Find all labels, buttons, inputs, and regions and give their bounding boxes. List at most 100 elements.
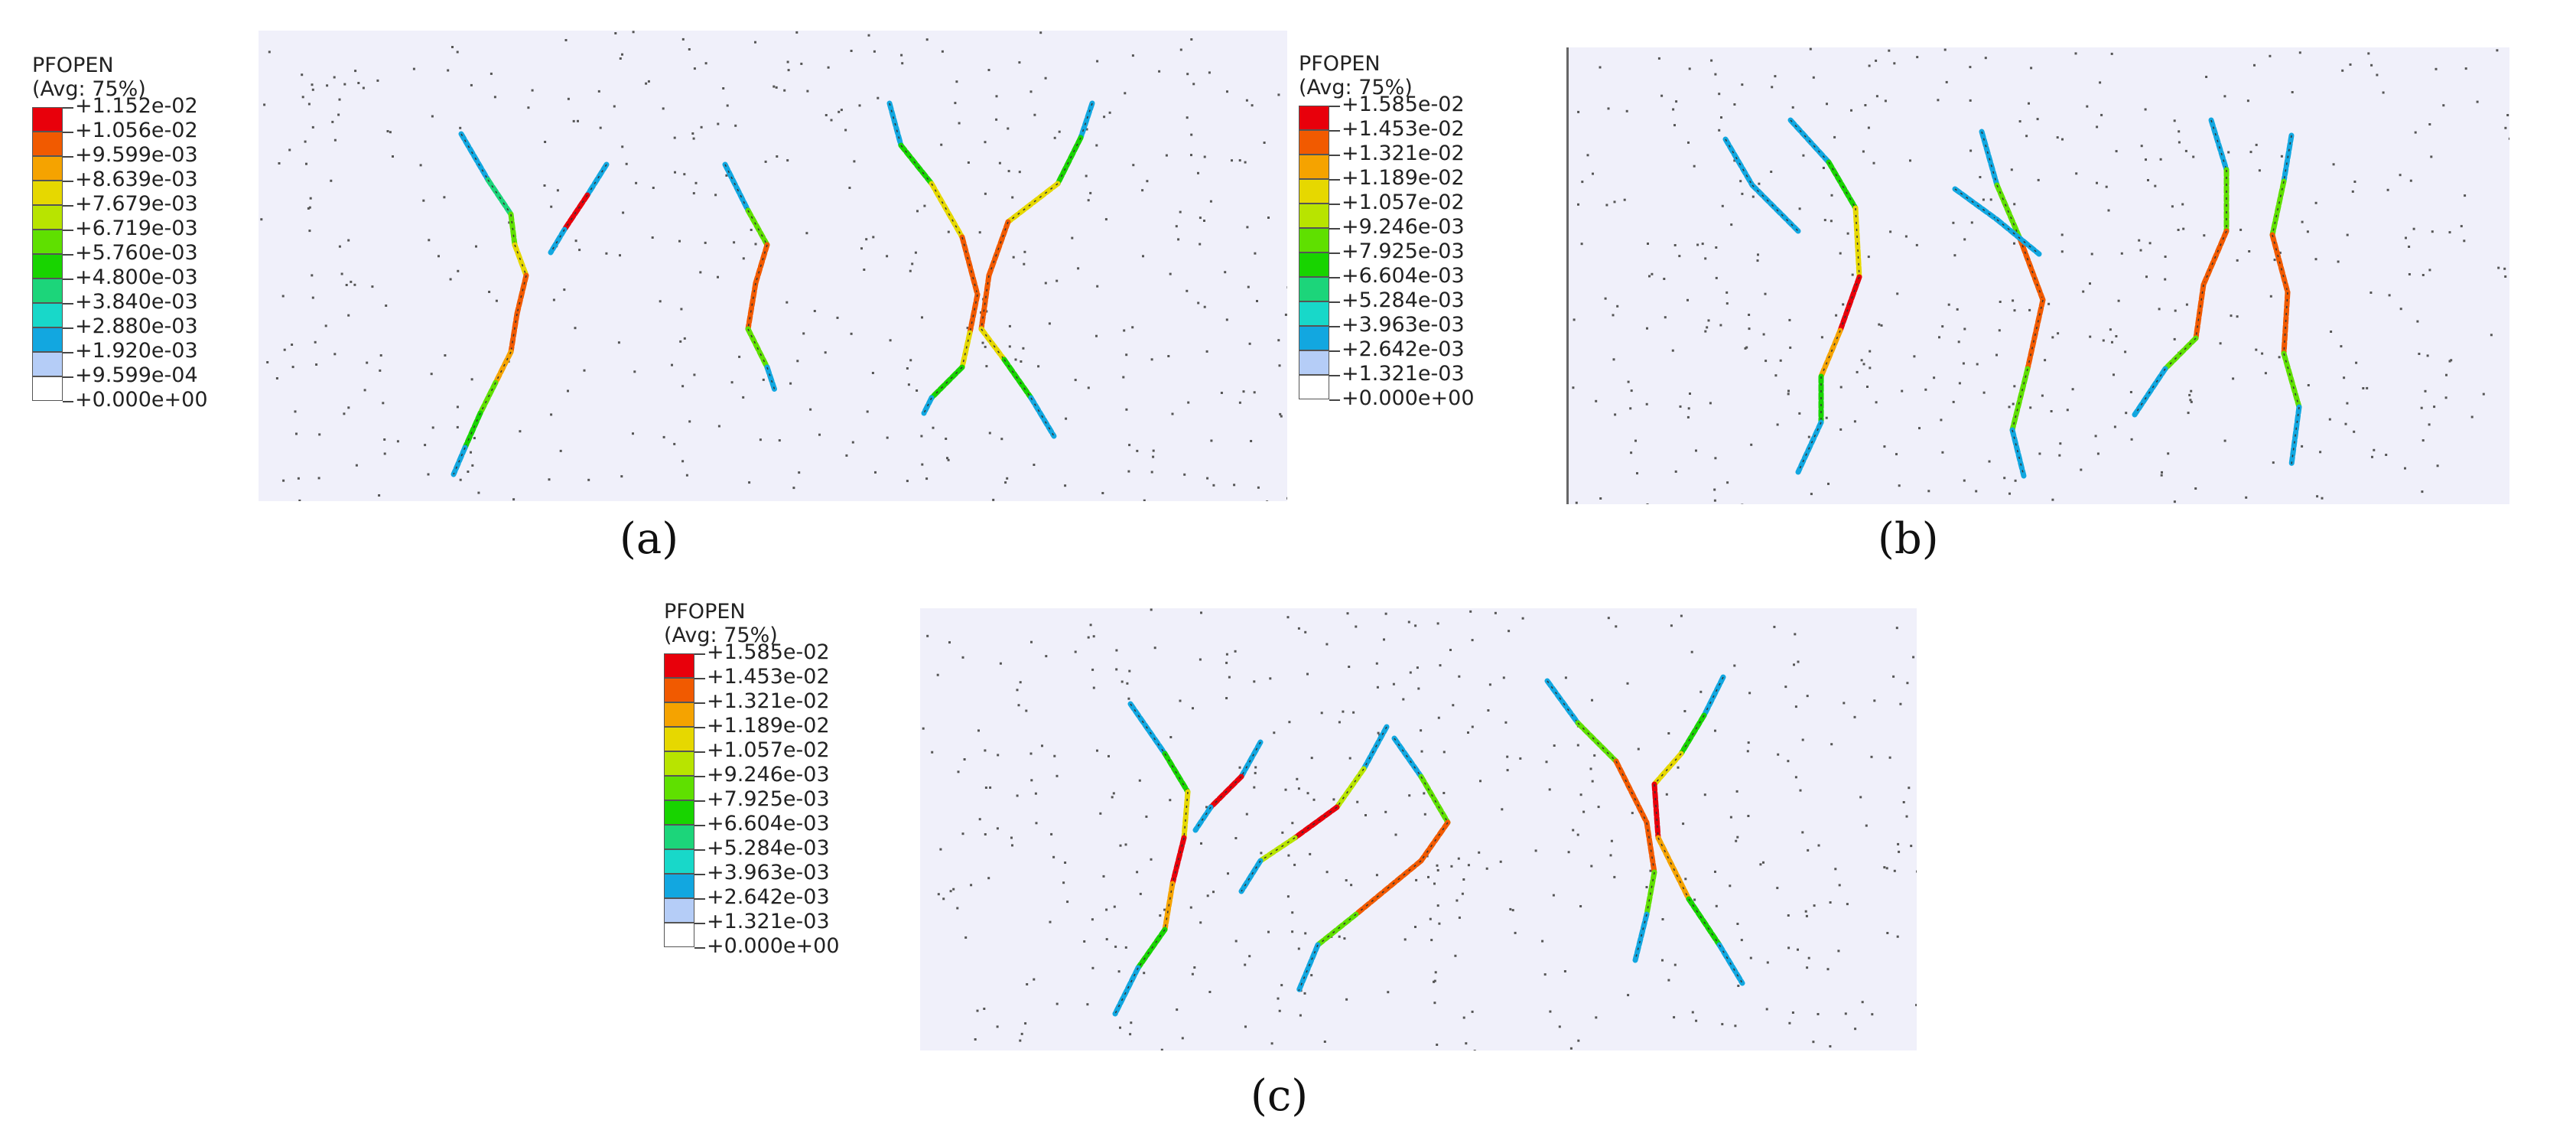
- element-dot: [1686, 415, 1690, 419]
- element-dot: [311, 296, 314, 299]
- element-dot: [921, 463, 924, 466]
- element-dot: [333, 76, 336, 79]
- element-dot: [1128, 444, 1131, 447]
- element-dot: [288, 148, 291, 151]
- element-dot: [467, 471, 470, 473]
- crack-segment: [512, 242, 529, 278]
- element-dot: [2057, 332, 2060, 335]
- element-dot: [946, 457, 948, 460]
- crack-segment: [967, 292, 981, 336]
- element-dot: [2182, 227, 2185, 230]
- element-dot: [920, 435, 923, 438]
- element-dot: [1905, 815, 1908, 818]
- element-dot: [1789, 346, 1792, 349]
- element-dot: [1145, 815, 1148, 818]
- element-dot: [1714, 73, 1717, 76]
- element-dot: [2236, 315, 2239, 318]
- element-dot: [2442, 104, 2445, 107]
- element-dot: [1096, 60, 1099, 63]
- element-dot: [1125, 353, 1128, 357]
- element-dot: [1741, 83, 1744, 86]
- crack-edge: [1680, 715, 1705, 754]
- scale-swatch: [664, 751, 694, 776]
- element-dot: [925, 477, 929, 480]
- element-dot: [2194, 487, 2197, 490]
- element-dot: [1499, 860, 1502, 863]
- element-dot: [1661, 918, 1664, 920]
- scale-tick-label: +8.639e-03: [75, 168, 198, 191]
- scale-tick: [1329, 326, 1340, 327]
- element-dot: [1092, 635, 1095, 638]
- element-dot: [456, 406, 459, 409]
- scale-tick-label: +1.152e-02: [75, 94, 198, 118]
- element-dot: [984, 749, 987, 752]
- scale-tick: [63, 230, 73, 231]
- element-dot: [688, 420, 691, 423]
- element-dot: [1471, 639, 1474, 642]
- crack-segment: [1078, 100, 1095, 141]
- scale-tick-label: +1.057e-02: [707, 738, 830, 762]
- element-dot: [1087, 636, 1090, 639]
- element-dot: [754, 41, 756, 44]
- element-dot: [863, 269, 866, 271]
- element-dot: [2245, 496, 2248, 499]
- element-dot: [1673, 124, 1676, 127]
- element-dot: [1387, 991, 1390, 994]
- element-dot: [2278, 251, 2282, 254]
- element-dot: [1577, 110, 1580, 113]
- crack-plot-c: [922, 608, 1917, 1050]
- element-dot: [1734, 1024, 1737, 1028]
- element-dot: [578, 249, 581, 252]
- scale-row: +9.246e-03: [664, 763, 830, 800]
- element-dot: [2164, 278, 2167, 281]
- element-dot: [2246, 99, 2249, 103]
- element-dot: [2013, 242, 2015, 245]
- scale-swatch: [664, 727, 694, 751]
- scale-tick-label: +1.056e-02: [75, 119, 198, 142]
- element-dot: [939, 848, 942, 851]
- element-dot: [947, 230, 950, 233]
- element-dot: [1055, 1002, 1059, 1005]
- element-dot: [1812, 76, 1815, 79]
- element-dot: [1238, 159, 1241, 162]
- crack-segment: [1655, 835, 1692, 902]
- crack-edge: [1164, 753, 1189, 793]
- element-dot: [1595, 399, 1598, 402]
- element-dot: [1867, 126, 1870, 129]
- element-dot: [1714, 870, 1716, 873]
- element-dot: [1597, 806, 1600, 809]
- element-dot: [605, 252, 608, 255]
- crack-edge: [2027, 299, 2044, 370]
- element-dot: [2061, 138, 2064, 141]
- element-dot: [2370, 64, 2373, 67]
- element-dot: [1715, 246, 1718, 249]
- scale-tick-label: +4.800e-03: [75, 265, 198, 289]
- element-dot: [1159, 914, 1162, 917]
- element-dot: [1794, 705, 1797, 708]
- element-dot: [1433, 979, 1436, 982]
- element-dot: [1545, 761, 1548, 764]
- element-dot: [456, 425, 459, 428]
- scale-tick: [63, 205, 73, 207]
- element-dot: [1181, 1037, 1184, 1040]
- element-dot: [1277, 997, 1280, 1000]
- scale-row: +7.679e-03: [32, 192, 198, 230]
- element-dot: [2029, 406, 2032, 409]
- element-dot: [1323, 1041, 1326, 1043]
- element-dot: [1693, 164, 1696, 168]
- element-dot: [981, 341, 984, 344]
- crack-segment: [2009, 366, 2031, 433]
- element-dot: [1675, 100, 1678, 103]
- element-dot: [1807, 848, 1810, 852]
- caption-a: (a): [620, 514, 679, 564]
- element-dot: [2430, 155, 2433, 158]
- element-dot: [1485, 867, 1488, 870]
- scale-row: +1.321e-02: [664, 689, 830, 727]
- element-dot: [1377, 731, 1380, 734]
- crack-segment: [1749, 182, 1801, 234]
- element-dot: [2159, 158, 2162, 161]
- element-dot: [2038, 452, 2041, 455]
- element-dot: [1016, 689, 1019, 692]
- element-dot: [1807, 956, 1810, 959]
- crack-edge: [2165, 337, 2197, 370]
